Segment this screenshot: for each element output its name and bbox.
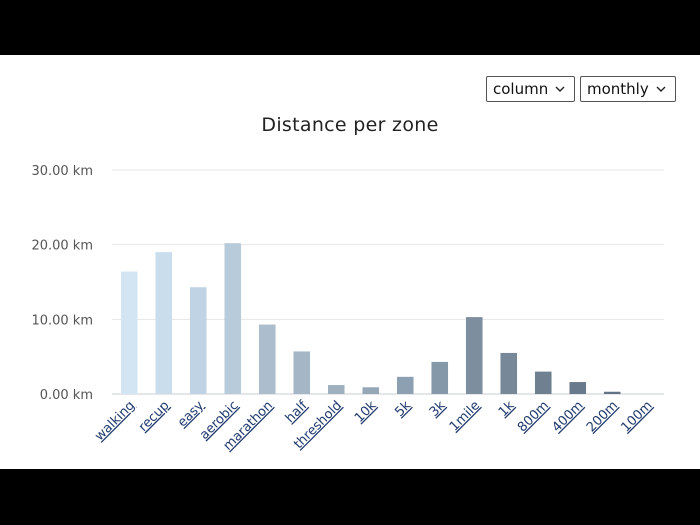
y-tick-label: 10.00 km: [31, 313, 93, 328]
chart-title: Distance per zone: [261, 114, 439, 136]
bar-5k[interactable]: [396, 376, 414, 394]
bar-200m[interactable]: [603, 391, 621, 394]
x-tick-label-1mile[interactable]: 1mile: [447, 398, 483, 434]
bar-400m[interactable]: [569, 382, 587, 394]
x-tick-label-5k[interactable]: 5k: [392, 398, 414, 420]
y-tick-label: 30.00 km: [31, 164, 93, 179]
x-tick-label-10k[interactable]: 10k: [352, 398, 380, 426]
bar-marathon[interactable]: [258, 324, 276, 394]
bar-threshold[interactable]: [327, 385, 345, 394]
chart-type-value: column: [493, 80, 549, 98]
y-tick-label: 0.00 km: [40, 388, 93, 403]
x-tick-label-recup[interactable]: recup: [136, 398, 173, 435]
bar-aerobic[interactable]: [224, 243, 242, 394]
bar-recup[interactable]: [155, 252, 173, 394]
x-tick-label-1k[interactable]: 1k: [496, 398, 518, 420]
x-tick-label-half[interactable]: half: [283, 398, 311, 426]
bar-1k[interactable]: [500, 352, 518, 394]
bar-10k[interactable]: [362, 387, 380, 394]
x-tick-label-400m[interactable]: 400m: [549, 398, 586, 435]
bar-half[interactable]: [293, 351, 311, 394]
chart-panel: [0, 55, 700, 469]
chevron-down-icon: [656, 86, 666, 92]
x-tick-label-100m[interactable]: 100m: [618, 398, 655, 435]
bar-1mile[interactable]: [465, 317, 483, 394]
x-tick-label-3k[interactable]: 3k: [427, 398, 449, 420]
period-value: monthly: [587, 80, 649, 98]
bar-3k[interactable]: [431, 361, 449, 394]
y-tick-label: 20.00 km: [31, 239, 93, 254]
bar-800m[interactable]: [534, 371, 552, 394]
x-tick-label-walking[interactable]: walking: [92, 398, 138, 444]
chevron-down-icon: [555, 86, 565, 92]
x-tick-label-800m[interactable]: 800m: [515, 398, 552, 435]
x-tick-label-200m[interactable]: 200m: [584, 398, 621, 435]
period-select[interactable]: monthly: [580, 76, 676, 102]
bar-easy[interactable]: [189, 287, 207, 394]
chart-type-select[interactable]: column: [486, 76, 575, 102]
bar-walking[interactable]: [120, 271, 138, 394]
